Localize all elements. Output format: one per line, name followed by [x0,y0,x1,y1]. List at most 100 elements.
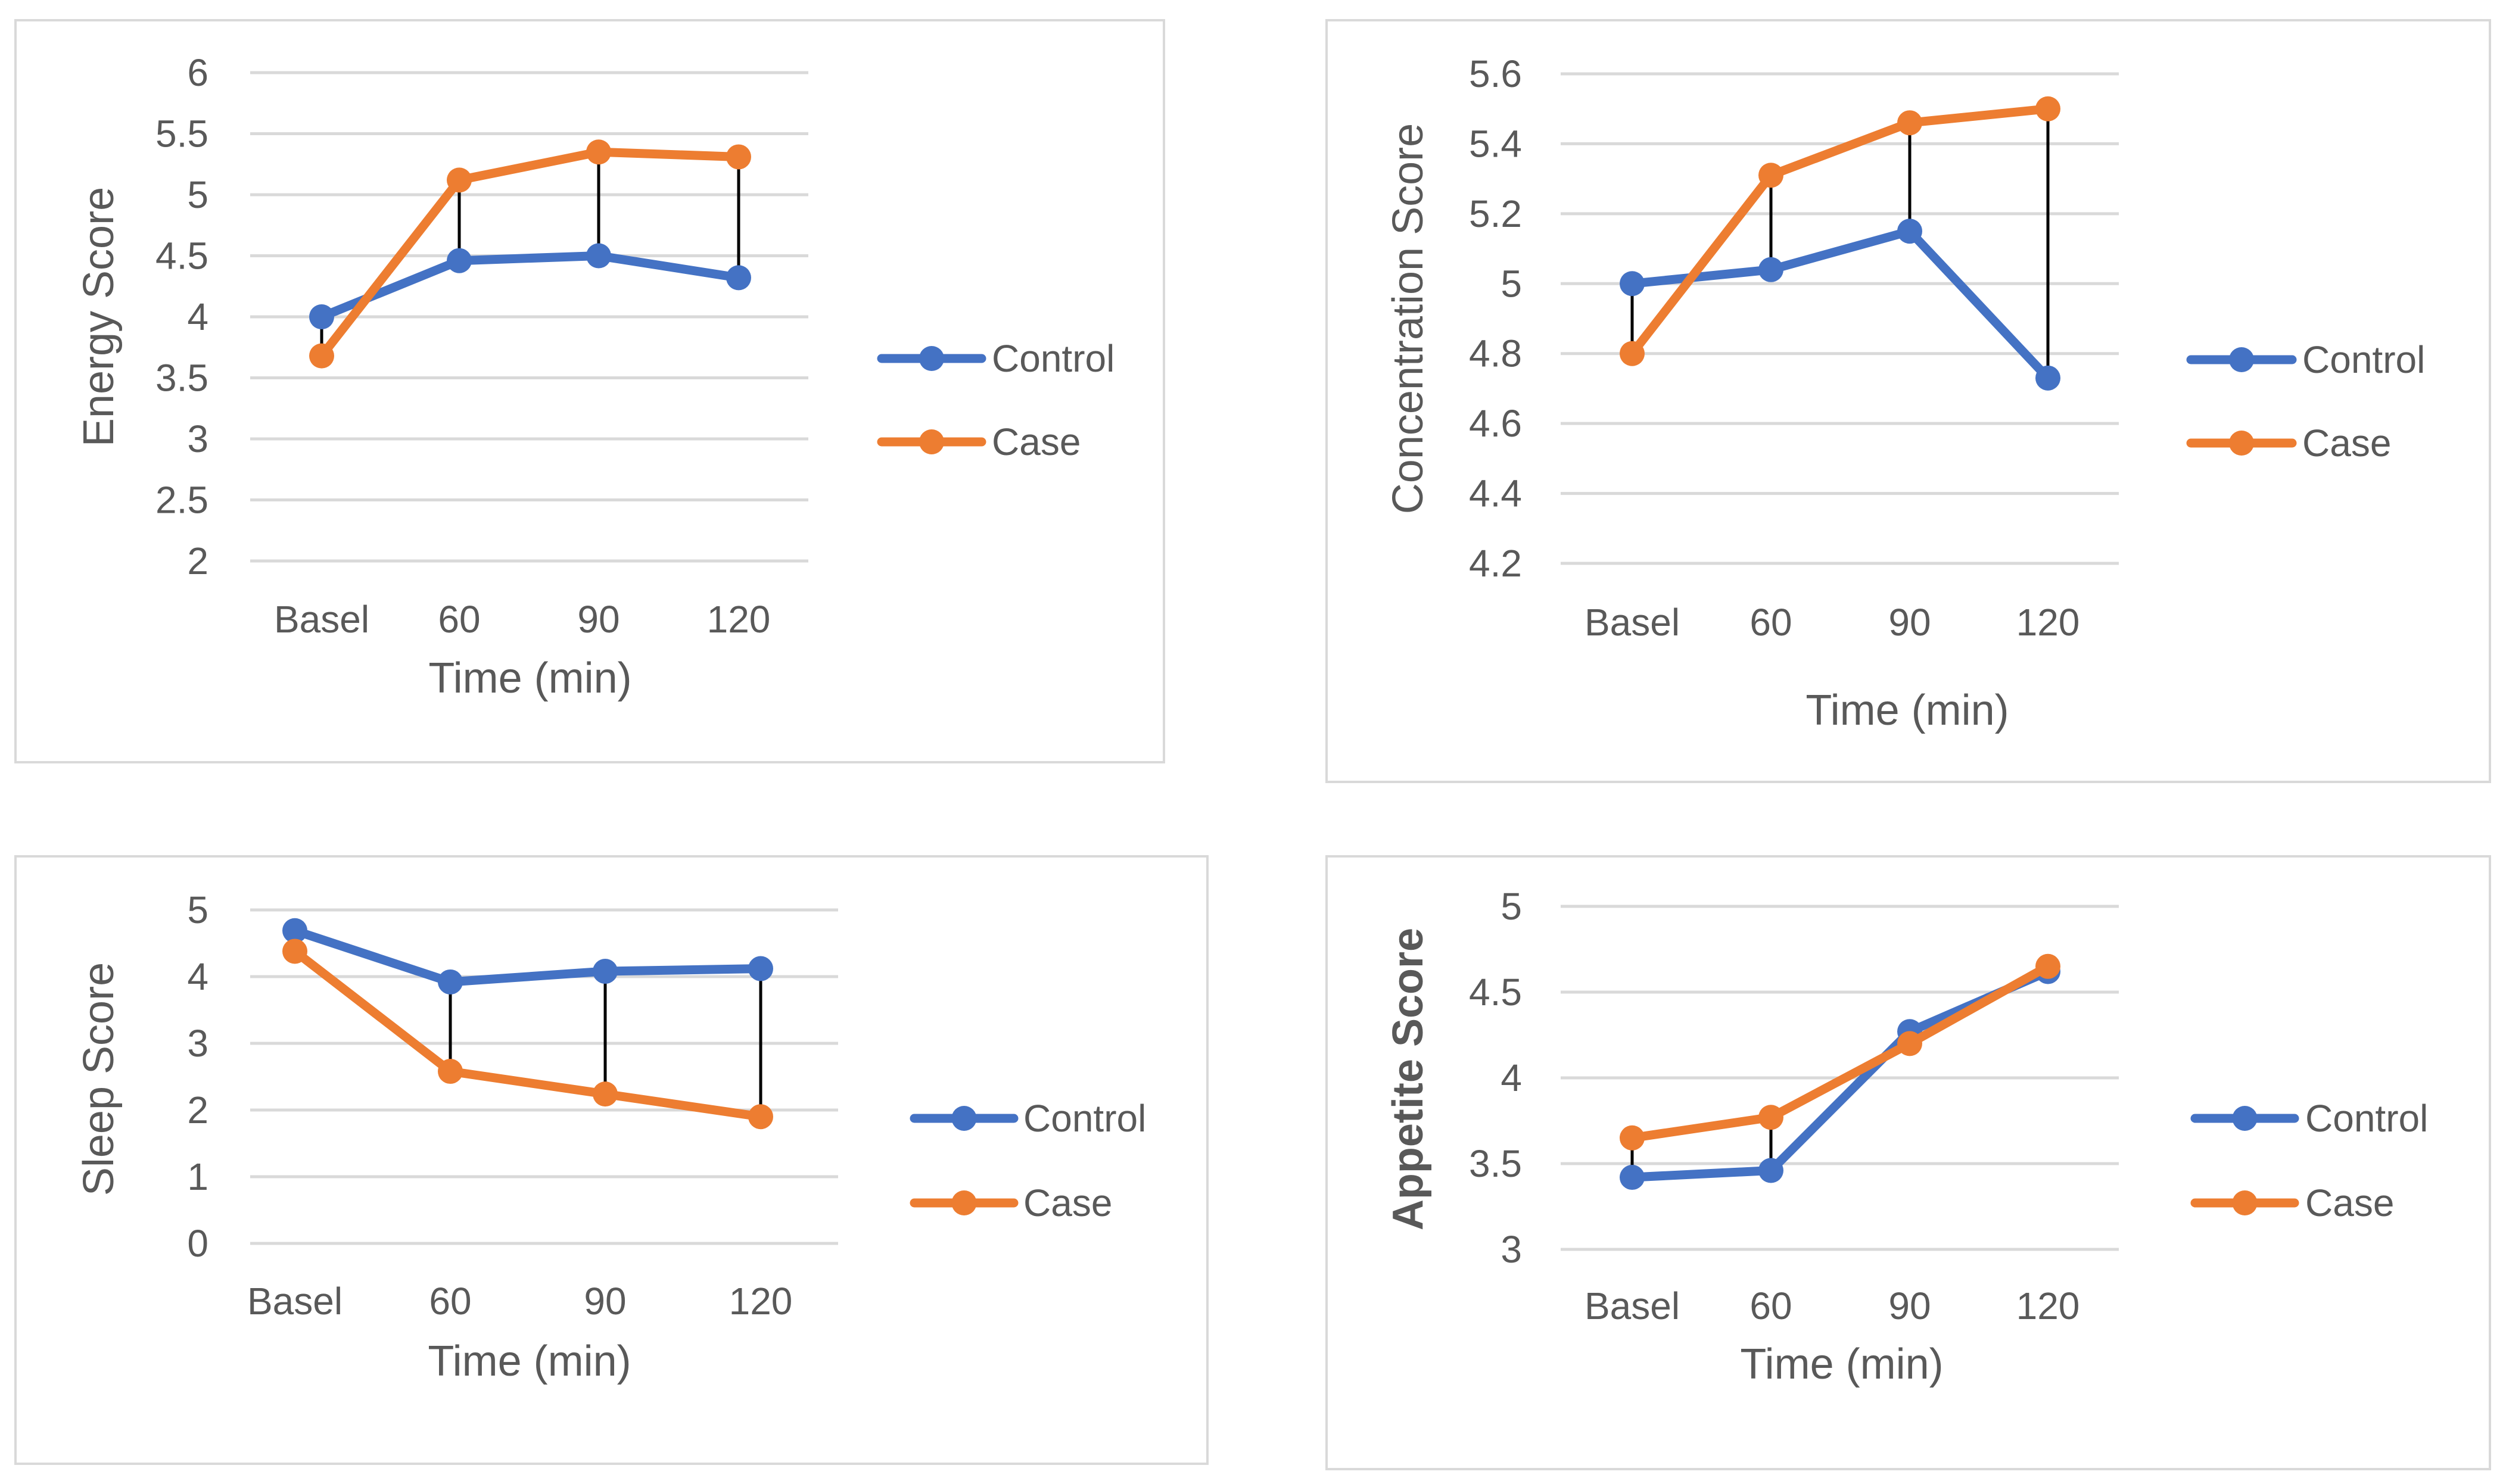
y-tick-label: 1 [187,1155,208,1198]
data-point-case [1758,163,1783,188]
data-point-control [447,248,472,273]
data-point-control [1758,1158,1783,1183]
data-point-case [309,343,334,369]
data-point-case [1758,1105,1783,1130]
y-tick-label: 5 [187,173,208,216]
legend-label: Control [1023,1097,1146,1140]
y-tick-label: 4 [187,295,208,338]
legend-label: Control [2302,338,2425,381]
legend-label: Control [992,337,1115,380]
legend-swatch-marker [951,1190,977,1215]
y-tick-label: 4.5 [155,235,208,278]
legend-label: Case [2302,422,2391,464]
x-tick-label: Basel [1584,1285,1680,1327]
x-tick-label: 60 [438,598,480,641]
data-point-control [593,959,618,984]
data-point-case [726,144,751,170]
y-tick-label: 3 [187,1022,208,1065]
x-axis-title: Time (min) [428,1338,631,1385]
y-tick-label: 3.5 [155,357,208,400]
x-tick-label: 60 [1749,1285,1792,1327]
legend-swatch-marker [2229,431,2254,456]
y-tick-label: 6 [187,51,208,94]
data-point-control [309,304,334,329]
y-tick-label: 4 [187,955,208,998]
legend-swatch-marker [919,346,944,371]
y-tick-label: 2 [187,540,208,582]
data-point-control [1620,1165,1645,1190]
y-tick-label: 5.6 [1469,52,1522,95]
data-point-case [282,939,307,964]
data-point-control [726,265,751,291]
series-line-control [317,251,743,322]
data-point-case [1620,1125,1645,1151]
data-point-control [1620,271,1645,297]
y-tick-label: 2 [187,1089,208,1131]
y-tick-label: 5 [187,888,208,931]
y-tick-label: 4.4 [1469,472,1522,515]
data-point-case [447,167,472,193]
x-tick-label: 120 [729,1280,793,1323]
series-line-control [290,926,765,987]
x-tick-label: 90 [584,1280,626,1323]
legend-swatch-marker [919,429,944,454]
y-axis-title: Concentration Score [1384,123,1432,514]
series-line-case [1627,104,2053,358]
x-axis-title: Time (min) [428,654,631,702]
data-point-case [2035,96,2060,121]
chart-frame [14,855,1209,1465]
legend-label: Case [1023,1181,1112,1224]
y-tick-label: 4.6 [1469,402,1522,445]
legend-swatch-marker [2232,1106,2258,1131]
x-tick-label: 90 [577,598,620,641]
chart-energy: 2 2.5 3 3.5 4 4.5 5 5.5 6 Basel 60 90 120 Time (min) E… [14,19,1165,763]
data-point-case [1897,1031,1922,1056]
data-point-case [438,1059,463,1084]
data-point-case [593,1081,618,1107]
y-axis-title: Sleep Score [75,962,123,1196]
x-tick-label: Basel [247,1280,343,1323]
x-tick-label: Basel [1584,601,1680,644]
y-tick-label: 2.5 [155,479,208,522]
data-point-case [748,1104,773,1130]
data-point-control [1897,219,1922,244]
y-tick-label: 4.8 [1469,332,1522,375]
chart-sleep: 0 1 2 3 4 5 Basel 60 90 120 Time (min) Sleep Score C… [14,855,1209,1465]
x-tick-label: 120 [2016,1285,2080,1327]
data-point-case [2035,953,2060,979]
x-tick-label: 90 [1888,601,1931,644]
y-axis-title: Appetite Score [1384,928,1432,1230]
y-tick-label: 5.2 [1469,192,1522,235]
x-tick-label: 120 [2016,601,2080,644]
x-tick-label: 120 [707,598,771,641]
data-point-control [282,918,307,943]
legend-swatch-marker [951,1106,977,1131]
data-point-control [586,243,611,269]
legend-swatch-marker [2229,347,2254,372]
y-axis-title: Energy Score [75,187,123,447]
legend-label: Control [2305,1097,2428,1140]
series-line-case [290,946,765,1121]
y-tick-label: 5 [1501,262,1522,305]
y-tick-label: 4.2 [1469,542,1522,585]
legend-label: Case [2305,1181,2394,1224]
data-point-control [438,969,463,994]
x-tick-label: 60 [1749,601,1792,644]
legend-label: Case [992,420,1081,463]
x-tick-label: Basel [274,598,369,641]
y-tick-label: 3 [1501,1228,1522,1271]
series-line-case [317,147,743,361]
y-tick-label: 5.5 [155,113,208,155]
series-line-control [1627,226,2053,383]
x-axis-title: Time (min) [1740,1340,1943,1388]
legend-swatch-marker [2232,1190,2258,1215]
chart-appetite: 3 3.5 4 4.5 5 Basel 60 90 120 Time (min) Appetite … [1325,855,2491,1470]
data-point-case [586,139,611,165]
y-tick-label: 0 [187,1222,208,1265]
y-tick-label: 3 [187,417,208,460]
y-tick-label: 4.5 [1469,971,1522,1014]
y-tick-label: 5.4 [1469,122,1522,165]
data-point-case [1897,110,1922,136]
